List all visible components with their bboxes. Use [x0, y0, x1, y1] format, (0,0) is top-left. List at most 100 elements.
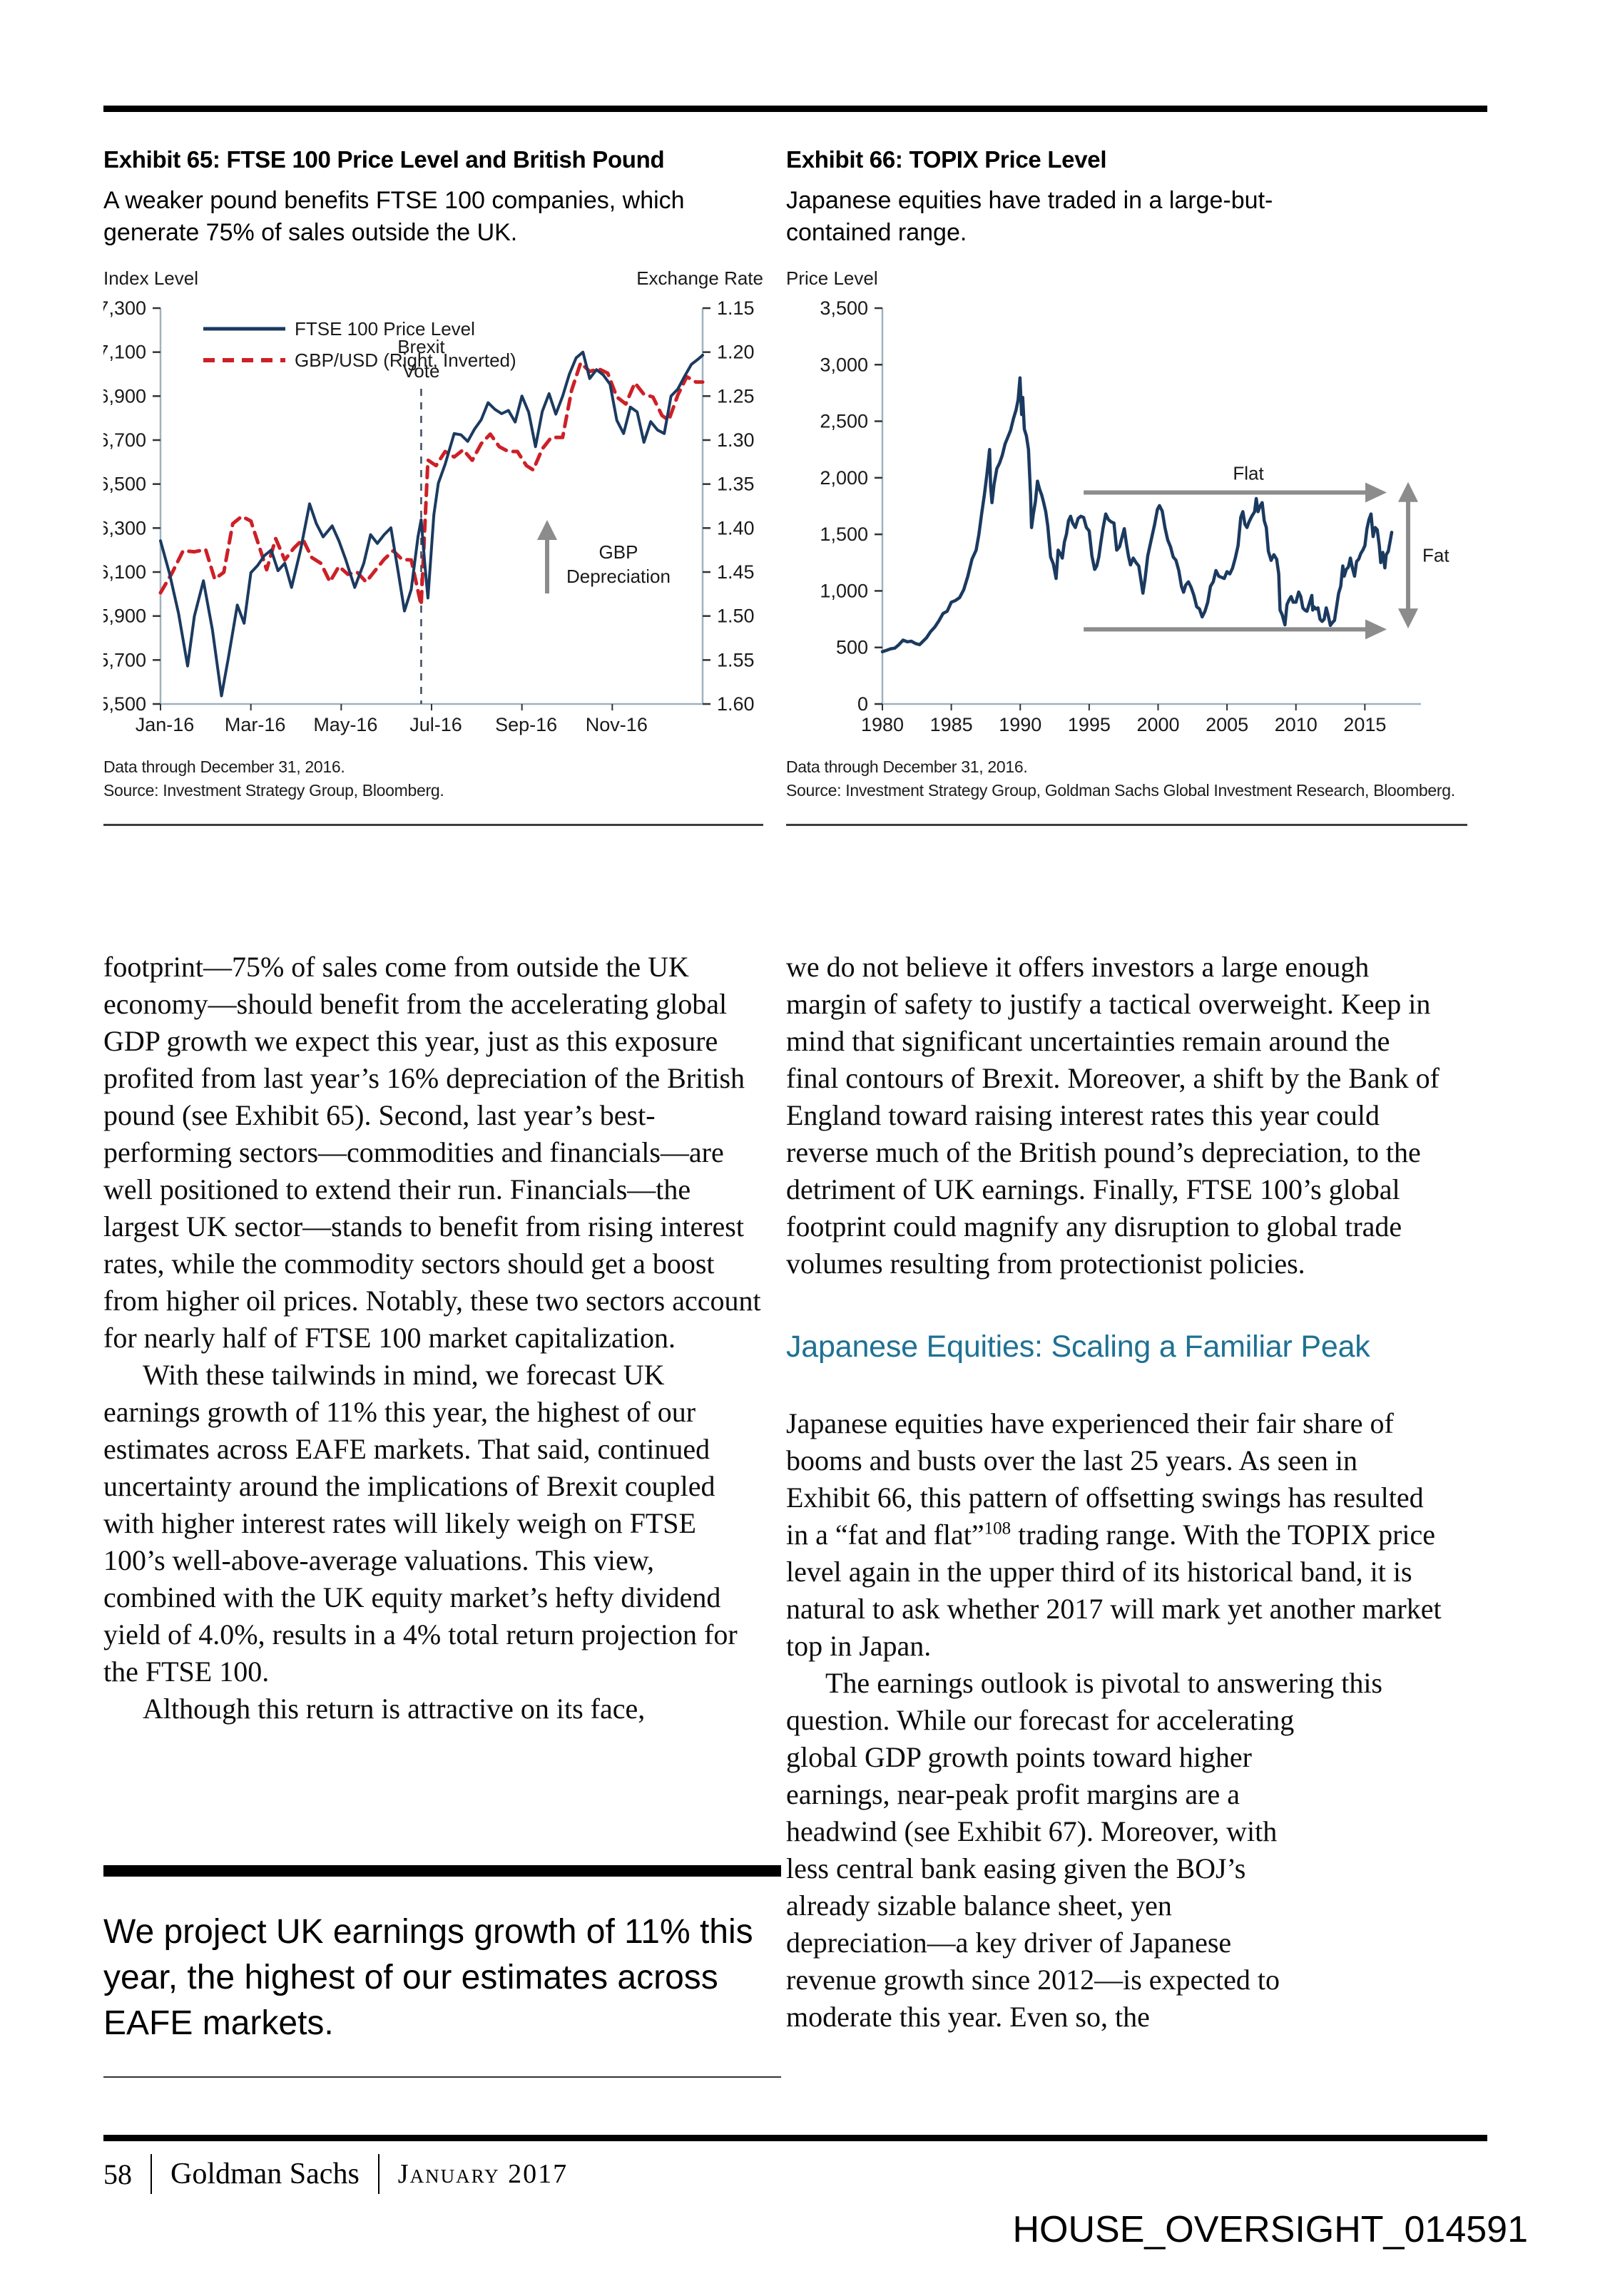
flat-lower-arrowhead	[1365, 619, 1387, 640]
exhibit-65-subtitle-line: A weaker pound benefits FTSE 100 compani…	[103, 187, 685, 214]
left-axis-tick-label: 7,100	[103, 342, 146, 363]
gbp-depreciation-label: Depreciation	[566, 566, 671, 587]
left-axis-tick-label: 5,500	[103, 693, 146, 715]
right-axis-tick-label: 1.25	[717, 385, 755, 407]
topix-price-line	[880, 376, 1394, 653]
right-axis-tick-label: 1.35	[717, 474, 755, 495]
left-column: footprint—75% of sales come from outside…	[103, 949, 763, 1728]
right-axis-title: Exchange Rate	[636, 269, 763, 289]
left-axis-tick-label: 6,300	[103, 517, 146, 539]
body-paragraph: footprint—75% of sales come from outside…	[103, 951, 761, 1354]
gbp-depreciation-arrowhead	[537, 520, 557, 540]
left-axis-tick-label: 5,900	[103, 606, 146, 627]
left-axis-tick-label: 1,500	[820, 524, 868, 545]
x-axis-tick-label: Jan-16	[136, 714, 195, 735]
brexit-vote-label: Vote	[402, 360, 439, 382]
right-axis-tick-label: 1.30	[717, 429, 755, 451]
x-axis-tick-label: 2005	[1206, 714, 1248, 735]
fat-label: Fat	[1422, 544, 1449, 566]
brexit-vote-label: Brexit	[397, 336, 445, 357]
x-axis-tick-label: Mar-16	[225, 714, 286, 735]
exhibit-66-title: Exhibit 66: TOPIX Price Level	[786, 146, 1107, 173]
right-axis-tick-label: 1.20	[717, 342, 755, 363]
gbp-depreciation-label: GBP	[599, 541, 638, 563]
footnote-reference: 108	[984, 1519, 1012, 1539]
left-axis-tick-label: 3,500	[820, 297, 868, 319]
left-axis-tick-label: 3,000	[820, 354, 868, 375]
right-axis-tick-label: 1.60	[717, 693, 755, 715]
exhibit-65-subtitle: A weaker pound benefits FTSE 100 compani…	[103, 185, 763, 249]
exhibit-66-source: Data through December 31, 2016. Source: …	[786, 755, 1467, 802]
exhibit-65: Exhibit 65: FTSE 100 Price Level and Bri…	[103, 146, 763, 826]
exhibit-66-divider	[786, 824, 1467, 826]
body-text: Japanese equities have experienced their…	[786, 1407, 1424, 1551]
left-axis-tick-label: 2,500	[820, 411, 868, 432]
right-axis-tick-label: 1.15	[717, 297, 755, 319]
bates-stamp: HOUSE_OVERSIGHT_014591	[1012, 2209, 1528, 2250]
pull-quote-text: We project UK earnings growth of 11% thi…	[103, 1913, 753, 2042]
page-number: 58	[103, 2158, 132, 2190]
body-paragraph: we do not believe it offers investors a …	[786, 951, 1440, 1280]
section-heading: Japanese Equities: Scaling a Familiar Pe…	[786, 1330, 1370, 1364]
left-axis-tick-label: 6,500	[103, 474, 146, 495]
exhibit-65-source: Data through December 31, 2016. Source: …	[103, 755, 763, 802]
body-paragraph: With these tailwinds in mind, we forecas…	[103, 1359, 738, 1688]
flat-label: Flat	[1233, 462, 1264, 484]
left-axis-tick-label: 7,300	[103, 297, 146, 319]
right-axis-tick-label: 1.45	[717, 561, 755, 583]
left-axis-title: Price Level	[786, 269, 878, 289]
left-axis-tick-label: 0	[857, 693, 868, 715]
exhibit-65-data-note: Data through December 31, 2016.	[103, 757, 345, 776]
x-axis-tick-label: 1995	[1068, 714, 1111, 735]
x-axis-tick-label: 2010	[1275, 714, 1318, 735]
exhibit-65-title: Exhibit 65: FTSE 100 Price Level and Bri…	[103, 146, 665, 173]
exhibit-66-source-line: Source: Investment Strategy Group, Goldm…	[786, 781, 1455, 800]
right-axis-tick-label: 1.50	[717, 606, 755, 627]
x-axis-tick-label: Nov-16	[586, 714, 648, 735]
pull-quote-bottom-rule	[103, 2076, 781, 2078]
x-axis-tick-label: May-16	[313, 714, 377, 735]
right-axis-tick-label: 1.55	[717, 649, 755, 670]
x-axis-tick-label: Jul-16	[409, 714, 462, 735]
legend-gbp-label: GBP/USD (Right, Inverted)	[295, 349, 516, 371]
left-axis-tick-label: 1,000	[820, 580, 868, 601]
footer-date: January 2017	[397, 2159, 569, 2189]
footer-rule	[103, 2135, 1487, 2141]
footer-separator	[377, 2154, 379, 2194]
gbp-usd-line	[158, 361, 705, 607]
x-axis-tick-label: 1990	[999, 714, 1041, 735]
exhibit-65-subtitle-line: generate 75% of sales outside the UK.	[103, 219, 518, 246]
body-text: trading range. With the TOPIX price leve…	[786, 1519, 1442, 1662]
right-axis-tick-label: 1.40	[717, 517, 755, 539]
exhibit-65-divider	[103, 824, 763, 826]
ftse-price-line	[159, 350, 704, 698]
flat-upper-arrowhead	[1365, 482, 1387, 503]
exhibit-66-subtitle-line: Japanese equities have traded in a large…	[786, 187, 1273, 214]
exhibit-66-subtitle-line: contained range.	[786, 219, 967, 246]
body-paragraph-indented: global GDP growth points toward higher e…	[786, 1741, 1280, 2033]
exhibit-65-source-line: Source: Investment Strategy Group, Bloom…	[103, 781, 444, 800]
page-footer: 58 Goldman Sachs January 2017	[103, 2154, 568, 2194]
body-paragraph: Although this return is attractive on it…	[143, 1693, 646, 1725]
top-rule	[103, 106, 1487, 112]
x-axis-tick-label: 2015	[1343, 714, 1386, 735]
ftse-gbp-chart: Index Level Exchange Rate 7,300 7,100 6,900 6…	[103, 269, 763, 735]
left-axis-tick-label: 6,700	[103, 429, 146, 451]
legend-ftse-label: FTSE 100 Price Level	[295, 318, 475, 340]
left-axis-title: Index Level	[103, 269, 198, 289]
left-axis-tick-label: 6,900	[103, 385, 146, 407]
exhibit-66-subtitle: Japanese equities have traded in a large…	[786, 185, 1467, 249]
x-axis-tick-label: 1985	[930, 714, 973, 735]
body-paragraph: Japanese equities have experienced their…	[786, 1405, 1446, 1665]
x-axis-tick-label: 2000	[1136, 714, 1179, 735]
left-axis-tick-label: 500	[836, 637, 868, 658]
topix-chart: Price Level 3,500 3,000 2,500 2,000 1,500 1,00…	[786, 269, 1449, 735]
exhibit-66: Exhibit 66: TOPIX Price Level Japanese e…	[786, 146, 1467, 826]
body-paragraph: The earnings outlook is pivotal to answe…	[786, 1667, 1382, 1736]
fat-arrowhead-top	[1398, 481, 1418, 502]
exhibit-66-data-note: Data through December 31, 2016.	[786, 757, 1028, 776]
x-axis-tick-label: Sep-16	[495, 714, 557, 735]
footer-separator	[151, 2154, 152, 2194]
fat-arrowhead-bottom	[1398, 608, 1418, 629]
